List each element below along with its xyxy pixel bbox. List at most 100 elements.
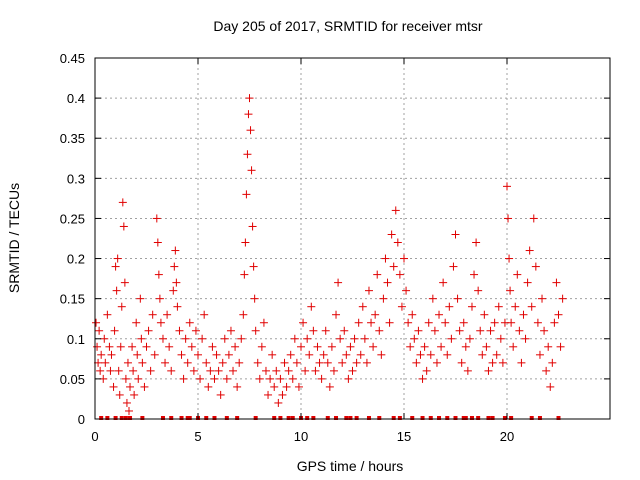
data-point bbox=[424, 318, 433, 327]
data-point bbox=[332, 310, 341, 319]
data-point bbox=[255, 374, 264, 383]
data-point bbox=[531, 262, 540, 271]
zero-value-point bbox=[445, 416, 450, 420]
data-point bbox=[121, 374, 130, 383]
data-point bbox=[146, 366, 155, 375]
data-point bbox=[492, 350, 501, 359]
data-point bbox=[301, 366, 310, 375]
data-point bbox=[266, 374, 275, 383]
data-point bbox=[268, 350, 277, 359]
data-point bbox=[156, 318, 165, 327]
data-point bbox=[506, 286, 515, 295]
data-point bbox=[455, 326, 464, 335]
zero-value-point bbox=[123, 416, 128, 420]
zero-value-point bbox=[169, 416, 174, 420]
data-point bbox=[292, 358, 301, 367]
zero-value-point bbox=[278, 416, 283, 420]
data-point bbox=[393, 238, 402, 247]
data-point bbox=[430, 326, 439, 335]
zero-value-point bbox=[179, 416, 184, 420]
data-point bbox=[170, 262, 179, 271]
data-point bbox=[449, 262, 458, 271]
chart-title: Day 205 of 2017, SRMTID for receiver mts… bbox=[213, 18, 483, 34]
zero-value-point bbox=[354, 416, 359, 420]
data-point bbox=[222, 374, 231, 383]
data-point bbox=[286, 350, 295, 359]
data-point bbox=[103, 310, 112, 319]
zero-value-point bbox=[305, 416, 310, 420]
zero-value-point bbox=[253, 416, 258, 420]
x-tick-label: 15 bbox=[397, 429, 411, 444]
data-point bbox=[210, 374, 219, 383]
zero-value-point bbox=[235, 416, 240, 420]
data-point bbox=[311, 366, 320, 375]
data-point bbox=[218, 358, 227, 367]
data-point bbox=[467, 302, 476, 311]
data-point bbox=[426, 350, 435, 359]
data-point bbox=[391, 206, 400, 215]
data-point bbox=[385, 318, 394, 327]
data-point bbox=[459, 318, 468, 327]
data-point bbox=[397, 302, 406, 311]
data-point bbox=[189, 366, 198, 375]
data-point bbox=[303, 334, 312, 343]
data-point bbox=[132, 318, 141, 327]
data-point bbox=[352, 358, 361, 367]
data-point bbox=[490, 318, 499, 327]
data-point bbox=[515, 326, 524, 335]
data-point bbox=[270, 382, 279, 391]
data-point bbox=[533, 318, 542, 327]
data-point bbox=[329, 366, 338, 375]
zero-value-point bbox=[529, 416, 534, 420]
data-point bbox=[309, 326, 318, 335]
zero-value-point bbox=[463, 416, 468, 420]
data-point bbox=[369, 342, 378, 351]
y-tick-label: 0.4 bbox=[67, 91, 85, 106]
zero-value-point bbox=[428, 416, 433, 420]
data-point bbox=[261, 366, 270, 375]
data-point bbox=[523, 278, 532, 287]
y-tick-label: 0.2 bbox=[67, 252, 85, 267]
data-point bbox=[535, 350, 544, 359]
y-tick-label: 0.25 bbox=[60, 211, 85, 226]
data-point bbox=[319, 350, 328, 359]
data-point bbox=[194, 350, 202, 359]
data-point bbox=[243, 150, 252, 159]
y-tick-label: 0 bbox=[78, 412, 85, 427]
data-point bbox=[177, 350, 186, 359]
zero-value-point bbox=[476, 416, 481, 420]
data-point bbox=[133, 350, 142, 359]
data-point bbox=[404, 318, 413, 327]
data-point bbox=[198, 334, 207, 343]
data-point bbox=[140, 382, 149, 391]
data-point bbox=[214, 366, 223, 375]
data-point bbox=[461, 342, 470, 351]
data-point bbox=[315, 358, 324, 367]
data-point bbox=[552, 278, 561, 287]
data-point bbox=[432, 358, 441, 367]
data-point bbox=[241, 238, 250, 247]
data-point bbox=[114, 366, 123, 375]
x-tick-label: 5 bbox=[194, 429, 201, 444]
zero-value-point bbox=[99, 416, 104, 420]
data-point bbox=[284, 366, 293, 375]
data-point bbox=[474, 286, 483, 295]
data-point bbox=[96, 366, 105, 375]
data-point bbox=[470, 270, 479, 279]
data-point bbox=[325, 382, 334, 391]
zero-value-point bbox=[502, 416, 507, 420]
data-point bbox=[441, 318, 450, 327]
data-point bbox=[138, 358, 147, 367]
data-point bbox=[226, 326, 235, 335]
data-point bbox=[152, 214, 161, 223]
data-point bbox=[317, 374, 326, 383]
zero-value-point bbox=[325, 416, 330, 420]
plot-frame bbox=[94, 57, 611, 420]
data-point bbox=[144, 326, 153, 335]
data-point bbox=[128, 342, 137, 351]
zero-value-point bbox=[410, 416, 415, 420]
zero-value-point bbox=[490, 416, 495, 420]
data-point bbox=[181, 334, 190, 343]
zero-value-point bbox=[461, 416, 466, 420]
data-point bbox=[220, 334, 229, 343]
